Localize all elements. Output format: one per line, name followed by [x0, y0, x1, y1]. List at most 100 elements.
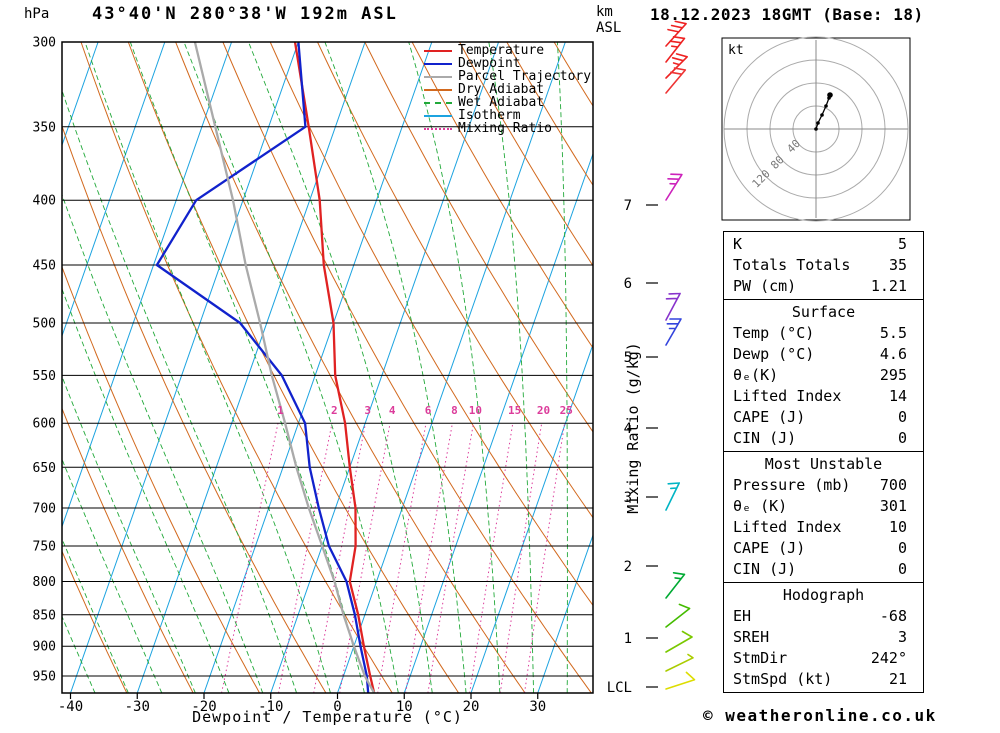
mixing-ratio-line [278, 423, 333, 693]
legend-label: Parcel Trajectory [458, 69, 592, 84]
table-row: SREH 3 [724, 627, 923, 648]
axis-labels: 3003504004505005506006507007508008509009… [33, 36, 642, 716]
pressure-label: 450 [33, 259, 56, 274]
legend-label: Dry Adiabat [458, 82, 545, 97]
table-row-label: K [733, 235, 743, 253]
pressure-label: 750 [33, 539, 56, 554]
profile-temperature [293, 42, 376, 693]
table-row-label: EH [733, 607, 752, 625]
table-row: EH -68 [724, 606, 923, 627]
table-row-label: StmSpd (kt) [733, 670, 833, 688]
asl-label: ASL [596, 20, 622, 36]
table-row: CIN (J) 0 [724, 559, 923, 580]
hodograph-trace-point [824, 104, 828, 108]
table-row-value: 10 [888, 518, 907, 536]
isotherm-line [470, 342, 593, 693]
wet-adiabat-line [62, 537, 129, 693]
dry-adiabat-line [364, 42, 593, 433]
table-row-value: 301 [879, 497, 907, 515]
km-tick-label: 5 [624, 350, 632, 366]
mixing-ratio-label: 20 [537, 404, 550, 417]
dry-adiabat-line [0, 42, 61, 693]
table-row-label: θₑ (K) [733, 497, 788, 515]
pressure-label: 950 [33, 669, 56, 684]
mixing-ratio-label: 1 [277, 404, 284, 417]
mixing-ratio-label: 3 [364, 404, 371, 417]
isotherm-line [270, 42, 500, 693]
temp-tick-label: 20 [463, 699, 480, 715]
datetime-title: 18.12.2023 18GMT (Base: 18) [650, 5, 924, 24]
wind-barb [665, 36, 686, 63]
table-row-value: 21 [888, 670, 907, 688]
table-section: Most Unstable Pressure (mb) 700 θₑ (K) 301 Li… [723, 451, 924, 583]
table-section: Surface Temp (°C) 5.5 Dewp (°C) 4.6 θₑ(K) 295 L… [723, 299, 924, 452]
pressure-label: 550 [33, 369, 56, 384]
wet-adiabat-line [62, 692, 63, 693]
mixing-ratio-line [405, 423, 453, 693]
wind-barb [665, 67, 687, 94]
table-row-label: StmDir [733, 649, 788, 667]
wind-barb [665, 173, 683, 201]
legend-item: Dewpoint [424, 57, 591, 70]
pressure-label: 800 [33, 575, 56, 590]
table-row-value: 14 [888, 387, 907, 405]
profile-parcel-trajectory [193, 42, 376, 693]
legend-line-sample [424, 75, 452, 78]
mixing-ratio-line [469, 423, 514, 693]
table-row: CAPE (J) 0 [724, 407, 923, 428]
mixing-ratio-line [221, 423, 279, 693]
km-tick-label: 1 [624, 631, 632, 647]
wet-adiabat-line [324, 42, 467, 693]
pressure-label: 650 [33, 461, 56, 476]
table-row: θₑ(K) 295 [724, 365, 923, 386]
isotherm-line [337, 42, 566, 693]
legend-item: Mixing Ratio [424, 122, 591, 135]
table-row-label: CIN (J) [733, 429, 797, 447]
legend-label: Wet Adiabat [458, 95, 545, 110]
table-row-value: 295 [879, 366, 907, 384]
hodograph-unit-label: kt [728, 43, 744, 58]
wet-adiabat-line [62, 615, 96, 693]
mixing-ratio-label: 2 [331, 404, 338, 417]
table-row-label: Lifted Index [733, 518, 842, 536]
wet-adiabat-line [129, 42, 365, 693]
temp-tick-label: -30 [125, 699, 150, 715]
legend-label: Isotherm [458, 108, 521, 123]
table-row-value: -68 [879, 607, 907, 625]
mixing-ratio-line [313, 423, 366, 693]
legend-label: Mixing Ratio [458, 121, 552, 136]
legend-line-sample [424, 88, 452, 91]
dry-adiabat-line [222, 42, 592, 693]
wet-adiabat-line [556, 42, 568, 693]
wind-barbs-column [665, 20, 696, 690]
temp-tick-label: 30 [529, 699, 546, 715]
table-row: Temp (°C) 5.5 [724, 323, 923, 344]
copyright: © weatheronline.co.uk [703, 706, 937, 725]
wind-barb [665, 482, 680, 511]
km-tick-label: LCL [607, 680, 632, 696]
isotherm-line [403, 152, 593, 693]
plot-border [61, 41, 594, 694]
mixing-ratio-line [377, 423, 427, 693]
chart-background-lines [0, 42, 593, 693]
dry-adiabat-line [62, 550, 128, 693]
wind-barb [665, 53, 688, 79]
table-row-label: CAPE (J) [733, 408, 806, 426]
hodograph-end-dot [827, 92, 833, 98]
pressure-label: 400 [33, 194, 56, 209]
table-row-label: SREH [733, 628, 770, 646]
legend-line-sample [424, 62, 452, 65]
table-row-label: CAPE (J) [733, 539, 806, 557]
km-tick-label: 4 [624, 421, 632, 437]
temp-tick-label: -10 [258, 699, 283, 715]
legend-item: Isotherm [424, 109, 591, 122]
pressure-axis-unit: hPa [24, 6, 50, 22]
wind-barb [665, 630, 693, 653]
table-row: Pressure (mb) 700 [724, 475, 923, 496]
table-row: θₑ (K) 301 [724, 496, 923, 517]
table-row-value: 5 [897, 235, 907, 253]
table-row-value: 0 [897, 408, 907, 426]
